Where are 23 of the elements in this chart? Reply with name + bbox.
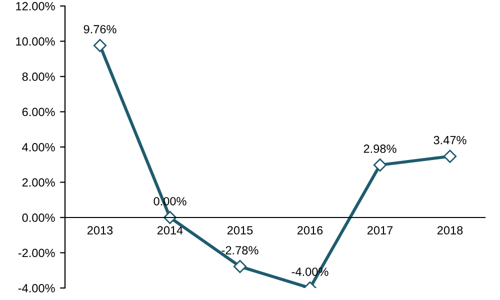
y-tick-label: 12.00% bbox=[16, 2, 55, 10]
y-tick-label: -2.00% bbox=[18, 248, 55, 258]
y-tick-label: 10.00% bbox=[16, 37, 55, 46]
y-tick-label: 8.00% bbox=[22, 72, 55, 81]
y-tick-label: 6.00% bbox=[22, 108, 55, 116]
y-tick-label: 2.00% bbox=[22, 178, 55, 187]
data-label: 3.47% bbox=[434, 136, 466, 144]
point bbox=[93, 38, 107, 52]
x-tick-label: 2013 bbox=[87, 226, 113, 235]
x-tick-label: 2017 bbox=[367, 226, 393, 235]
x-tick-label: 2018 bbox=[437, 226, 463, 235]
y-tick-label: 0.00% bbox=[22, 214, 55, 222]
data-label: 9.76% bbox=[84, 25, 116, 34]
x-tick-label: 2014 bbox=[157, 226, 183, 235]
point bbox=[373, 158, 387, 172]
point bbox=[233, 260, 247, 274]
x-tick-label: 2015 bbox=[227, 226, 253, 235]
y-tick-label: -4.00% bbox=[18, 284, 55, 292]
point bbox=[443, 150, 457, 163]
data-label: -2.78% bbox=[222, 246, 258, 254]
data-label: 2.98% bbox=[364, 144, 396, 153]
y-tick-label: 4.00% bbox=[22, 143, 55, 152]
x-tick-label: 2016 bbox=[297, 226, 323, 235]
